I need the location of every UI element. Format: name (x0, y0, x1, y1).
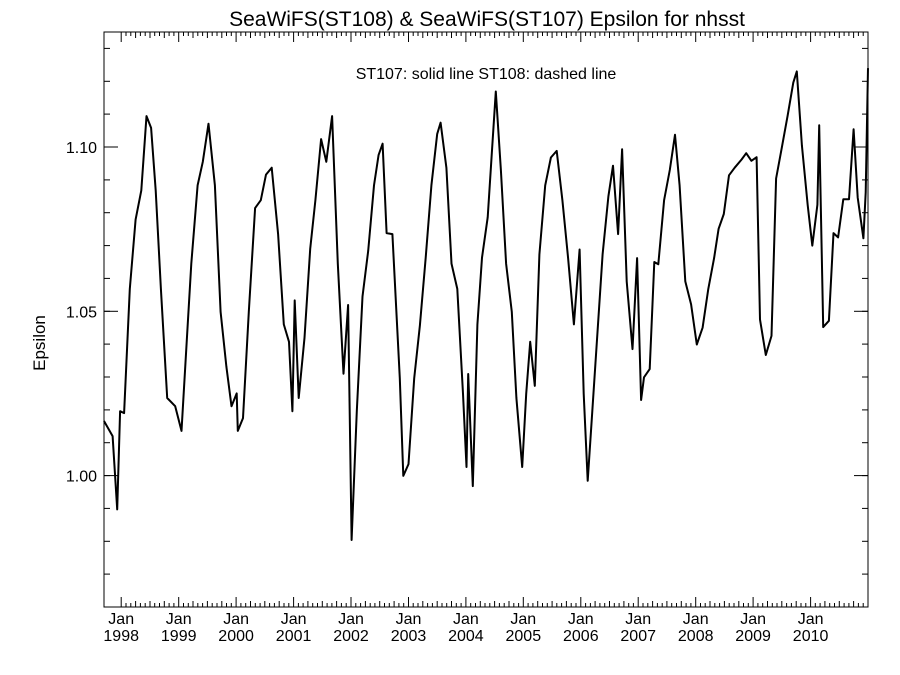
x-tick-month-label: Jan (166, 611, 192, 628)
x-tick-month-label: Jan (798, 611, 824, 628)
x-tick-year-label: 2009 (735, 628, 771, 645)
x-tick-month-label: Jan (453, 611, 479, 628)
x-tick-month-label: Jan (108, 611, 134, 628)
y-axis-label: Epsilon (30, 315, 49, 371)
x-tick-year-label: 2003 (391, 628, 427, 645)
x-tick-year-label: 2010 (793, 628, 829, 645)
x-tick-year-label: 2000 (218, 628, 254, 645)
x-tick-month-label: Jan (510, 611, 536, 628)
x-tick-year-label: 2007 (620, 628, 656, 645)
y-tick-label: 1.00 (66, 469, 97, 486)
x-tick-month-label: Jan (223, 611, 249, 628)
x-tick-month-label: Jan (683, 611, 709, 628)
y-tick-label: 1.10 (66, 140, 97, 157)
x-tick-year-label: 1998 (103, 628, 139, 645)
x-tick-year-label: 2006 (563, 628, 599, 645)
series-line-st107 (103, 68, 869, 541)
x-tick-month-label: Jan (281, 611, 307, 628)
x-tick-year-label: 2005 (506, 628, 542, 645)
chart-title: SeaWiFS(ST108) & SeaWiFS(ST107) Epsilon … (229, 8, 745, 31)
x-tick-year-label: 2008 (678, 628, 714, 645)
x-tick-month-label: Jan (396, 611, 422, 628)
x-tick-year-label: 2001 (276, 628, 312, 645)
x-tick-month-label: Jan (740, 611, 766, 628)
x-tick-year-label: 2002 (333, 628, 369, 645)
x-tick-year-label: 1999 (161, 628, 197, 645)
x-tick-month-label: Jan (625, 611, 651, 628)
x-tick-month-label: Jan (568, 611, 594, 628)
x-tick-year-label: 2004 (448, 628, 484, 645)
y-tick-label: 1.05 (66, 304, 97, 321)
x-tick-month-label: Jan (338, 611, 364, 628)
line-style-annotation: ST107: solid line ST108: dashed line (356, 66, 617, 83)
plot-area-frame (103, 31, 869, 608)
